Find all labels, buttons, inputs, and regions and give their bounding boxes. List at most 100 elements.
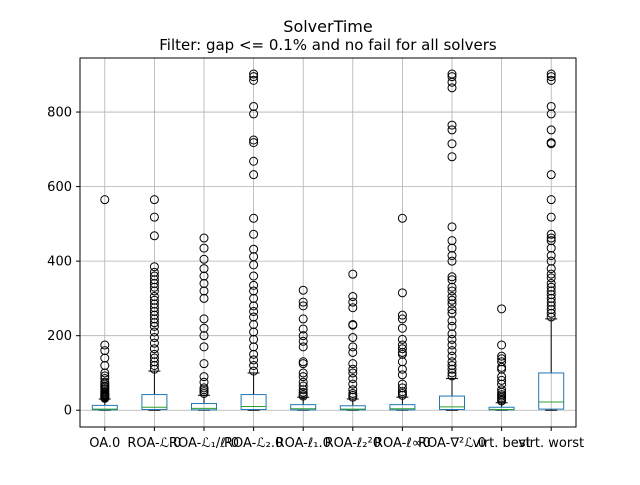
outlier-point [298, 359, 308, 369]
outlier-point [447, 236, 457, 246]
outlier-point [546, 264, 556, 274]
outlier-point [348, 269, 358, 279]
outlier-point [546, 195, 556, 205]
outlier-point [447, 308, 457, 318]
outlier-point [546, 308, 556, 318]
outlier-point [199, 372, 209, 382]
outlier-point [546, 69, 556, 79]
outlier-point [199, 254, 209, 264]
outlier-point [447, 222, 457, 232]
box-group [290, 285, 317, 411]
outlier-point [546, 312, 556, 322]
outlier-point [497, 372, 507, 382]
outlier-point [199, 331, 209, 341]
outlier-point [149, 286, 159, 296]
chart-subtitle: Filter: gap <= 0.1% and no fail for all … [159, 36, 497, 54]
y-tick-label: 0 [64, 404, 72, 419]
outlier-point [249, 75, 259, 85]
outlier-point [249, 342, 259, 352]
box-iqr [290, 404, 317, 411]
box-iqr [389, 404, 416, 411]
outlier-point [298, 297, 308, 307]
outlier-point [447, 286, 457, 296]
box-group [240, 69, 267, 411]
outlier-point [149, 314, 159, 324]
outlier-point [149, 231, 159, 241]
outlier-point [546, 72, 556, 82]
outlier-point [149, 195, 159, 205]
outlier-point [100, 393, 110, 403]
outlier-point [397, 288, 407, 298]
outlier-point [298, 342, 308, 352]
outlier-point [249, 355, 259, 365]
outlier-point [447, 334, 457, 344]
outlier-point [397, 379, 407, 389]
y-tick-label: 400 [47, 255, 72, 270]
outlier-point [149, 321, 159, 331]
outlier-point [249, 244, 259, 254]
outlier-point [249, 101, 259, 111]
outlier-point [348, 374, 358, 384]
outlier-point [497, 375, 507, 385]
outlier-point [397, 344, 407, 354]
outlier-point [447, 321, 457, 331]
outlier-point [298, 385, 308, 395]
box-group [488, 304, 515, 411]
y-tick-label: 600 [47, 180, 72, 195]
outlier-point [447, 351, 457, 361]
outlier-point [249, 327, 259, 337]
outlier-point [298, 285, 308, 295]
outlier-point [447, 357, 457, 367]
outlier-point [298, 336, 308, 346]
outlier-point [249, 334, 259, 344]
x-tick-label: ROA-ℒ₂.0 [224, 436, 283, 451]
outlier-point [447, 292, 457, 302]
outlier-point [447, 243, 457, 253]
outlier-point [100, 346, 110, 356]
outlier-point [447, 364, 457, 374]
outlier-point [199, 286, 209, 296]
outlier-point [397, 334, 407, 344]
x-tick-label: ROA-ℓ∞0 [374, 436, 431, 451]
outlier-point [199, 388, 209, 398]
outlier-point [348, 333, 358, 343]
outlier-point [447, 299, 457, 309]
outlier-point [447, 120, 457, 130]
outlier-point [447, 340, 457, 350]
box-group [191, 233, 217, 411]
outlier-point [546, 293, 556, 303]
x-tick-label: ROA-ℓ₁.0 [276, 436, 331, 451]
outlier-point [348, 359, 358, 369]
outlier-point [249, 286, 259, 296]
outlier-point [249, 293, 259, 303]
outlier-point [397, 213, 407, 223]
box-iqr [240, 394, 267, 410]
outlier-point [149, 271, 159, 281]
outlier-point [298, 301, 308, 311]
outlier-point [546, 125, 556, 135]
outlier-point [199, 342, 209, 352]
outlier-point [100, 353, 110, 363]
outlier-point [298, 324, 308, 334]
outlier-point [546, 273, 556, 283]
outlier-point [447, 368, 457, 378]
outlier-point [497, 396, 507, 406]
outlier-point [348, 297, 358, 307]
outlier-point [249, 69, 259, 79]
outlier-point [149, 279, 159, 288]
outlier-point [546, 290, 556, 300]
outlier-point [397, 383, 407, 393]
outlier-point [348, 379, 358, 389]
outlier-point [249, 72, 259, 82]
outlier-point [447, 256, 457, 266]
x-tick-label: virt. best [473, 436, 531, 451]
outlier-point [149, 275, 159, 285]
outlier-point [298, 391, 308, 401]
outlier-point [199, 243, 209, 253]
outlier-point [348, 342, 358, 352]
outlier-point [199, 233, 209, 243]
outlier-point [546, 212, 556, 222]
outlier-point [149, 349, 159, 359]
outlier-point [249, 109, 259, 119]
